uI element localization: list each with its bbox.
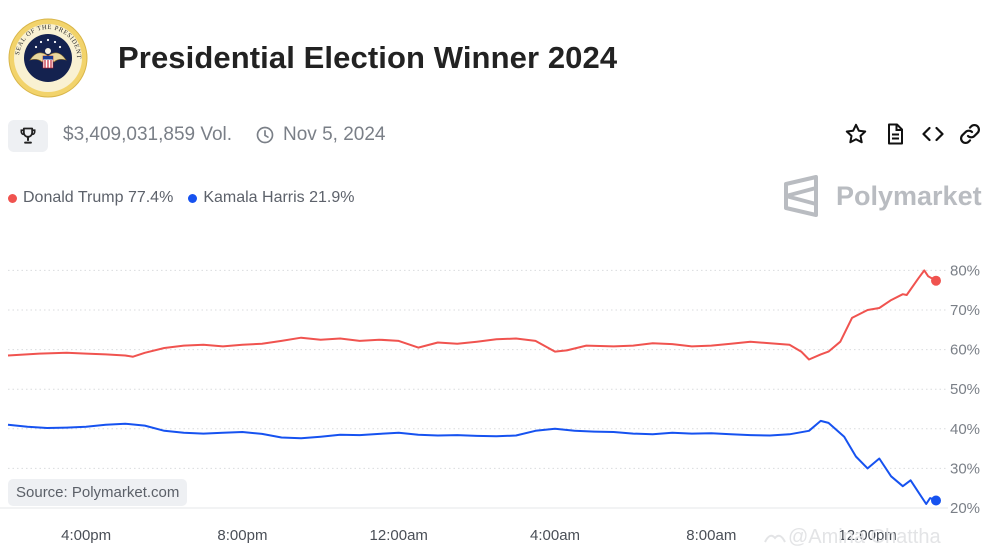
y-tick-label: 80%: [950, 262, 980, 279]
series-end-point-trump: [931, 275, 941, 286]
x-tick-label: 12:00am: [370, 527, 428, 544]
document-icon: [888, 123, 903, 145]
polymarket-mark-icon: [784, 175, 818, 217]
x-tick-label: 12:00pm: [838, 527, 896, 544]
x-tick-label: 8:00pm: [217, 527, 267, 544]
y-tick-label: 70%: [950, 302, 980, 319]
link-icon: [959, 123, 981, 145]
brand-name: Polymarket: [836, 180, 982, 211]
star-icon: [845, 123, 867, 144]
series-line-harris: [7, 419, 937, 505]
page-title: Presidential Election Winner 2024: [118, 40, 618, 75]
trophy-icon: [20, 127, 36, 144]
polymarket-logo: Polymarket: [782, 174, 982, 218]
legend-item-harris: Kamala Harris 21.9%: [188, 189, 354, 207]
date-text: Nov 5, 2024: [283, 124, 386, 145]
watermark: @Amina Chattha: [762, 526, 941, 549]
watermark-text: @Amina Chattha: [788, 526, 941, 548]
y-tick-label: 40%: [950, 421, 980, 438]
source-label: Source: Polymarket.com: [8, 479, 188, 506]
y-tick-label: 50%: [950, 381, 980, 398]
series-line-trump: [7, 269, 937, 361]
y-tick-label: 20%: [950, 500, 980, 517]
legend-dot-harris: [188, 193, 198, 203]
trophy-button[interactable]: [8, 120, 48, 152]
x-tick-label: 4:00am: [530, 527, 580, 544]
bookmark-button[interactable]: [844, 122, 868, 148]
presidential-seal-icon: SEAL OF THE PRESIDENT OF THE UNITED STAT…: [8, 18, 88, 98]
price-history-chart: 20% 30% 40% 50% 60% 70% 80% 4:00pm 8:00pm 12:00am…: [0, 262, 980, 544]
legend-label-harris: Kamala Harris 21.9%: [203, 189, 355, 206]
x-tick-label: 8:00am: [686, 527, 736, 544]
code-icon: [922, 126, 944, 142]
series-end-point-harris: [931, 495, 941, 506]
chart-legend: Donald Trump 77.4% Kamala Harris 21.9%: [8, 189, 369, 207]
clock-icon: [256, 126, 274, 144]
document-button[interactable]: [883, 122, 907, 148]
copy-link-button[interactable]: [958, 122, 982, 148]
legend-label-trump: Donald Trump 77.4%: [23, 189, 174, 206]
legend-item-trump: Donald Trump 77.4%: [8, 189, 173, 207]
volume-text: $3,409,031,859 Vol.: [63, 124, 233, 145]
watermark-logo-icon: [764, 534, 786, 542]
legend-dot-trump: [8, 193, 17, 203]
y-tick-label: 30%: [950, 460, 980, 477]
y-tick-label: 60%: [950, 342, 980, 359]
embed-button[interactable]: [921, 122, 945, 148]
x-tick-label: 4:00pm: [61, 527, 111, 544]
